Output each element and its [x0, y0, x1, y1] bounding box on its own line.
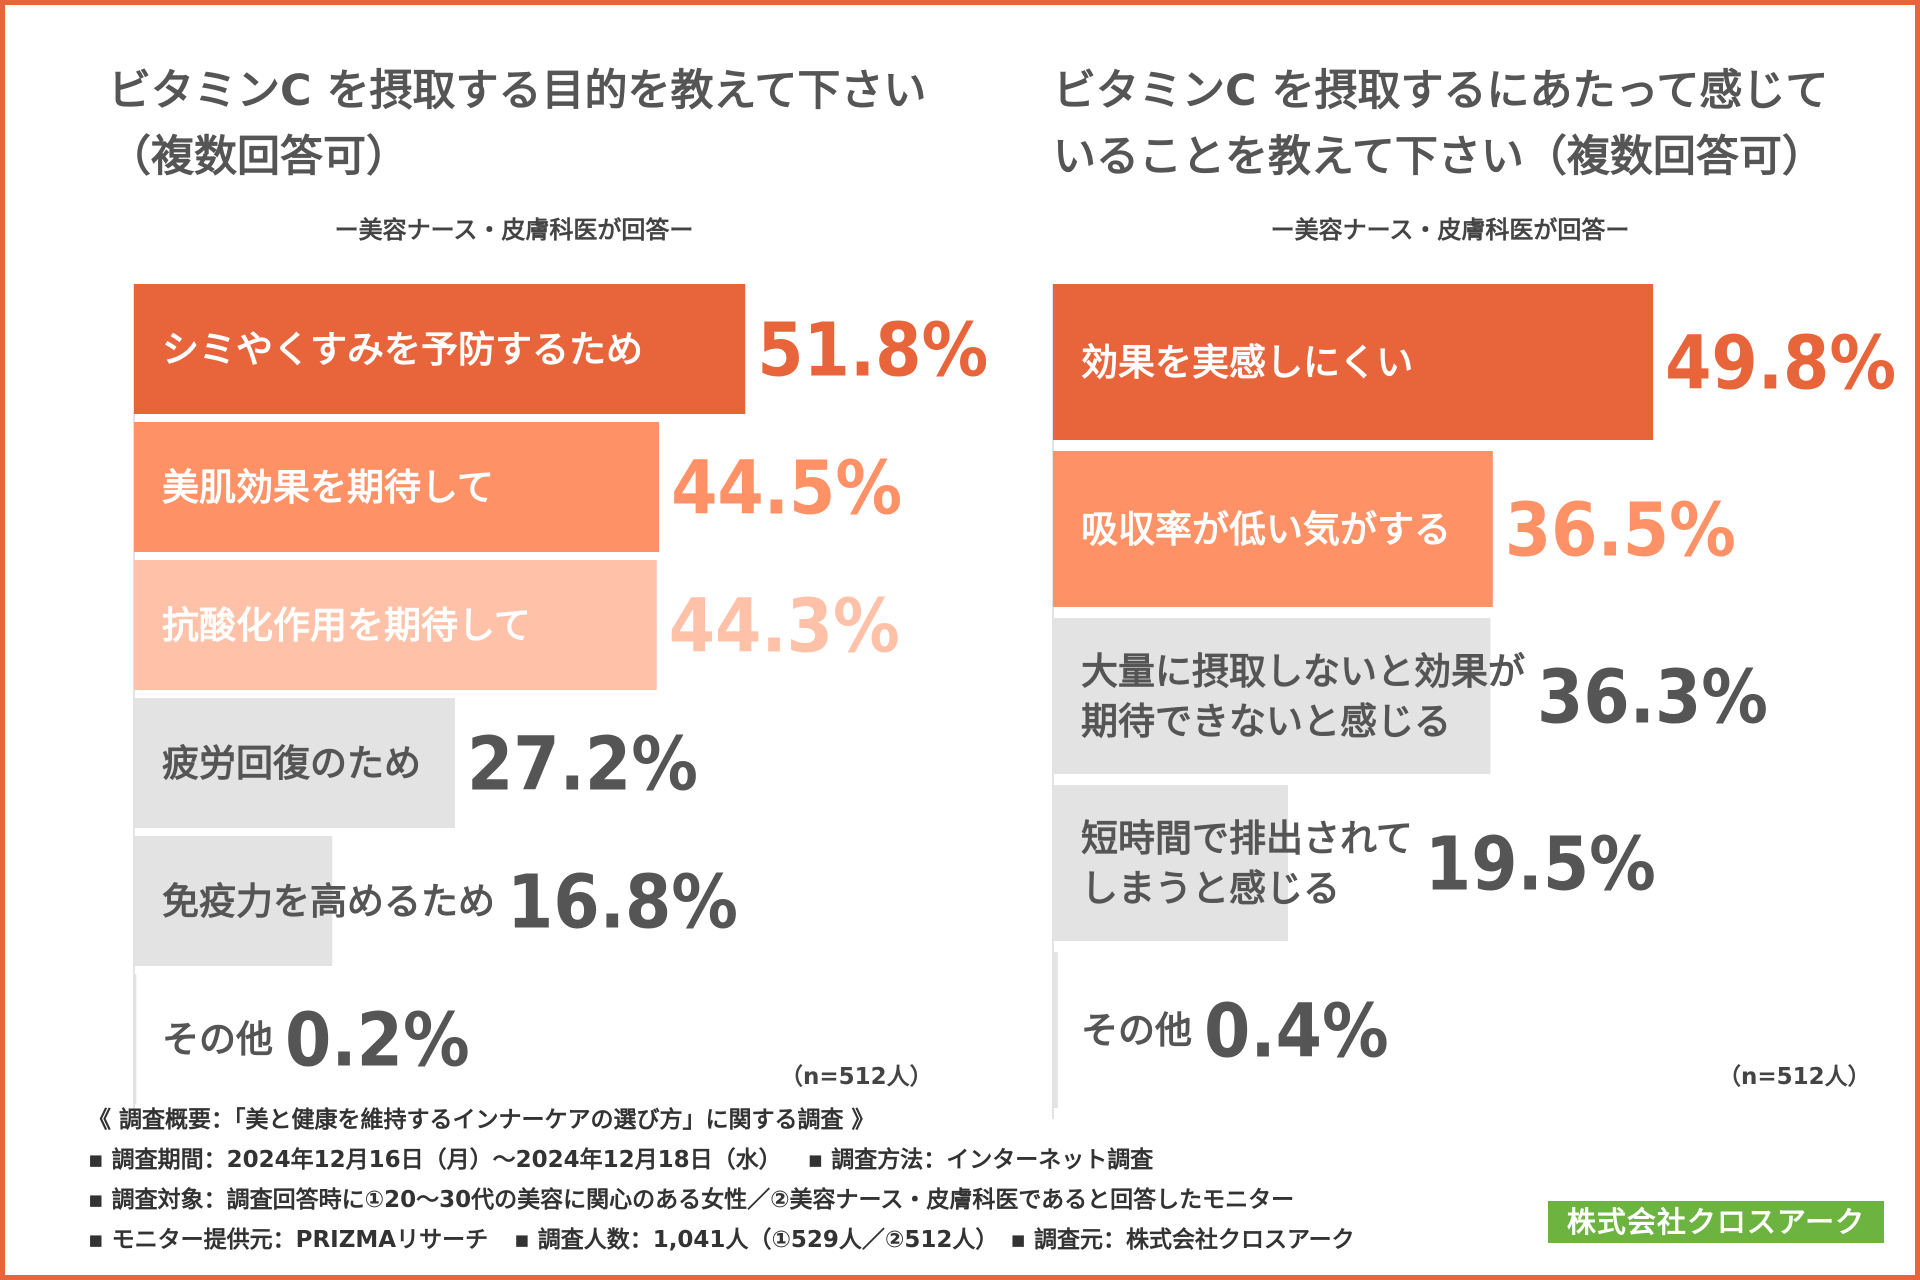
bar-category-label: 大量に摂取しないと効果が期待できないと感じる	[1081, 650, 1525, 743]
bar	[134, 422, 660, 552]
bar-value-label: 0.2%	[285, 998, 470, 1084]
chart-1-title: ビタミンC を摂取する目的を教えて下さい （複数回答可）	[108, 66, 927, 182]
bar-category-label: 美肌効果を期待して	[162, 466, 494, 509]
survey-heading: 《 調査概要：「美と健康を維持するインナーケアの選び方」に関する調査 》	[88, 1107, 875, 1133]
bar	[134, 284, 746, 414]
bar-group: シミやくすみを予防するため 51.8%	[134, 284, 988, 414]
bar-category-label: 免疫力を高めるため	[162, 880, 495, 923]
bar-group: その他 0.2%	[134, 974, 470, 1104]
bar-value-label: 36.3%	[1537, 655, 1768, 741]
company-badge: 株式会社クロスアーク	[1548, 1201, 1884, 1243]
bar-category-label: その他	[1081, 1009, 1192, 1052]
bar	[134, 974, 137, 1104]
survey-count: ▪ 調査人数：1,041人（①529人／②512人）	[514, 1227, 999, 1253]
bar-value-label: 49.8%	[1665, 321, 1896, 407]
bar-group: 美肌効果を期待して 44.5%	[134, 422, 902, 552]
bar-category-label: 疲労回復のため	[162, 742, 421, 785]
survey-method: ▪ 調査方法：インターネット調査	[807, 1147, 1154, 1173]
bar	[1053, 785, 1288, 941]
bar	[1053, 451, 1493, 607]
bar-group: 疲労回復のため 27.2%	[134, 698, 698, 828]
survey-source: ▪ 調査元：株式会社クロスアーク	[1010, 1227, 1355, 1253]
bar-group: 吸収率が低い気がする 36.5%	[1053, 451, 1736, 607]
bar-category-label: 吸収率が低い気がする	[1081, 508, 1451, 551]
chart-2-title: ビタミンC を摂取するにあたって感じて いることを教えて下さい（複数回答可）	[1053, 66, 1829, 182]
bar-value-label: 44.3%	[669, 584, 900, 670]
bar-value-label: 36.5%	[1505, 488, 1736, 574]
bar	[1053, 618, 1491, 774]
bar-group: 大量に摂取しないと効果が期待できないと感じる 36.3%	[1053, 618, 1768, 774]
bar-value-label: 44.5%	[671, 446, 902, 532]
chart-1-sample-size: （n=512人）	[780, 1064, 933, 1090]
bar	[134, 560, 657, 690]
chart-2-subtitle: ー美容ナース・皮膚科医が回答ー	[1270, 216, 1630, 244]
bar-value-label: 16.8%	[507, 860, 738, 946]
bar-category-label: 短時間で排出されてしまうと感じる	[1081, 817, 1413, 910]
bar-value-label: 51.8%	[757, 308, 988, 394]
bar	[1053, 284, 1654, 440]
bar	[134, 698, 455, 828]
bar-value-label: 27.2%	[467, 722, 698, 808]
chart-1-subtitle: ー美容ナース・皮膚科医が回答ー	[334, 216, 694, 244]
survey-period: ▪ 調査期間：2024年12月16日（月）～2024年12月18日（水）	[88, 1147, 782, 1173]
survey-provider: ▪ モニター提供元：PRIZMAリサーチ	[88, 1227, 489, 1253]
survey-target: ▪ 調査対象：調査回答時に①20～30代の美容に関心のある女性／②美容ナース・皮…	[88, 1187, 1295, 1213]
bar-group: 免疫力を高めるため 16.8%	[134, 836, 738, 966]
bar-group: 抗酸化作用を期待して 44.3%	[134, 560, 900, 690]
survey-summary: 《 調査概要：「美と健康を維持するインナーケアの選び方」に関する調査 》 ▪ 調…	[88, 1100, 1355, 1260]
bar-value-label: 0.4%	[1204, 989, 1389, 1075]
bar-category-label: 効果を実感しにくい	[1081, 341, 1413, 384]
bar-category-label: 抗酸化作用を期待して	[162, 604, 531, 647]
chart-2-sample-size: （n=512人）	[1718, 1064, 1871, 1090]
bar-value-label: 19.5%	[1425, 822, 1656, 908]
bar-category-label: その他	[162, 1018, 273, 1061]
bar	[1053, 952, 1058, 1108]
bar-category-label: シミやくすみを予防するため	[162, 328, 643, 371]
bar-group: 効果を実感しにくい 49.8%	[1053, 284, 1896, 440]
bar	[134, 836, 333, 966]
bar-group: 短時間で排出されてしまうと感じる 19.5%	[1053, 785, 1656, 941]
bar-group: その他 0.4%	[1053, 952, 1389, 1108]
